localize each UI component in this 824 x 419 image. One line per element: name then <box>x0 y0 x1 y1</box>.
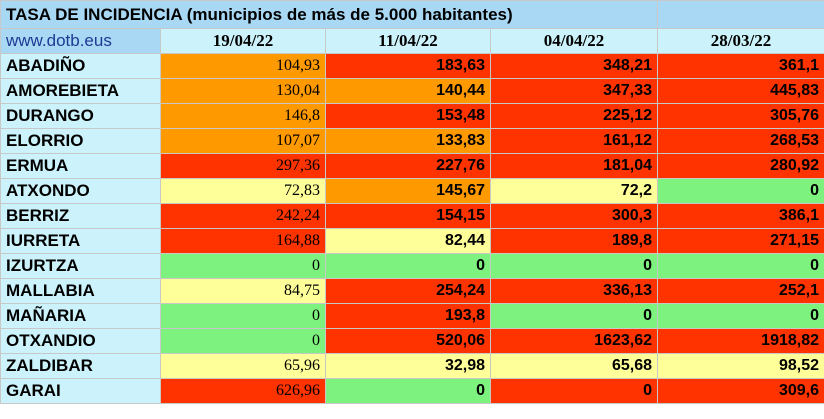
municipality-name: MALLABIA <box>0 278 161 304</box>
municipality-name: DURANGO <box>0 103 161 129</box>
incidence-value: 280,92 <box>657 153 824 179</box>
table-row: ABADIÑO 104,93 183,63 348,21 361,1 <box>0 53 824 79</box>
incidence-value: 348,21 <box>489 53 659 79</box>
incidence-value: 0 <box>489 303 659 329</box>
incidence-value: 181,04 <box>489 153 659 179</box>
municipality-name: BERRIZ <box>0 203 161 229</box>
incidence-value: 626,96 <box>160 378 326 404</box>
incidence-value: 0 <box>657 303 824 329</box>
table-row: IZURTZA 0 0 0 0 <box>0 253 824 279</box>
incidence-value: 300,3 <box>489 203 659 229</box>
municipality-name: AMOREBIETA <box>0 78 161 104</box>
incidence-value: 0 <box>160 253 326 279</box>
incidence-value: 65,96 <box>160 353 326 379</box>
incidence-value: 72,2 <box>489 178 659 204</box>
incidence-value: 193,8 <box>325 303 491 329</box>
incidence-value: 336,13 <box>489 278 659 304</box>
incidence-value: 164,88 <box>160 228 326 254</box>
table-row: DURANGO 146,8 153,48 225,12 305,76 <box>0 103 824 129</box>
municipality-name: IURRETA <box>0 228 161 254</box>
incidence-value: 32,98 <box>325 353 491 379</box>
title-row: TASA DE INCIDENCIA (municipios de más de… <box>0 0 824 29</box>
table-row: ELORRIO 107,07 133,83 161,12 268,53 <box>0 128 824 154</box>
incidence-value: 386,1 <box>657 203 824 229</box>
incidence-value: 225,12 <box>489 103 659 129</box>
municipality-name: GARAI <box>0 378 161 404</box>
incidence-value: 254,24 <box>325 278 491 304</box>
incidence-value: 0 <box>657 178 824 204</box>
municipality-name: ZALDIBAR <box>0 353 161 379</box>
header-row: www.dotb.eus 19/04/22 11/04/22 04/04/22 … <box>0 28 824 54</box>
incidence-value: 189,8 <box>489 228 659 254</box>
incidence-value: 1918,82 <box>657 328 824 354</box>
incidence-value: 242,24 <box>160 203 326 229</box>
table-row: ZALDIBAR 65,96 32,98 65,68 98,52 <box>0 353 824 379</box>
incidence-value: 161,12 <box>489 128 659 154</box>
column-header: 04/04/22 <box>489 28 659 54</box>
municipality-name: IZURTZA <box>0 253 161 279</box>
incidence-value: 305,76 <box>657 103 824 129</box>
municipality-name: ABADIÑO <box>0 53 161 79</box>
municipality-name: OTXANDIO <box>0 328 161 354</box>
incidence-value: 0 <box>160 328 326 354</box>
incidence-value: 0 <box>489 253 659 279</box>
incidence-value: 268,53 <box>657 128 824 154</box>
municipality-name: MAÑARIA <box>0 303 161 329</box>
incidence-value: 0 <box>489 378 659 404</box>
incidence-value: 153,48 <box>325 103 491 129</box>
municipality-name: ELORRIO <box>0 128 161 154</box>
incidence-value: 297,36 <box>160 153 326 179</box>
incidence-value: 271,15 <box>657 228 824 254</box>
title-blank-cell <box>657 0 824 29</box>
table-row: IURRETA 164,88 82,44 189,8 271,15 <box>0 228 824 254</box>
incidence-value: 309,6 <box>657 378 824 404</box>
table-row: BERRIZ 242,24 154,15 300,3 386,1 <box>0 203 824 229</box>
table-row: OTXANDIO 0 520,06 1623,62 1918,82 <box>0 328 824 354</box>
incidence-value: 104,93 <box>160 53 326 79</box>
incidence-value: 154,15 <box>325 203 491 229</box>
table-row: MALLABIA 84,75 254,24 336,13 252,1 <box>0 278 824 304</box>
column-header: 19/04/22 <box>160 28 326 54</box>
incidence-value: 133,83 <box>325 128 491 154</box>
incidence-value: 65,68 <box>489 353 659 379</box>
incidence-value: 107,07 <box>160 128 326 154</box>
table-row: GARAI 626,96 0 0 309,6 <box>0 378 824 404</box>
table-row: ATXONDO 72,83 145,67 72,2 0 <box>0 178 824 204</box>
incidence-value: 0 <box>325 378 491 404</box>
incidence-value: 145,67 <box>325 178 491 204</box>
municipality-name: ERMUA <box>0 153 161 179</box>
website-link[interactable]: www.dotb.eus <box>0 28 161 54</box>
incidence-value: 361,1 <box>657 53 824 79</box>
incidence-value: 146,8 <box>160 103 326 129</box>
incidence-value: 72,83 <box>160 178 326 204</box>
incidence-value: 227,76 <box>325 153 491 179</box>
table-row: ERMUA 297,36 227,76 181,04 280,92 <box>0 153 824 179</box>
incidence-value: 0 <box>657 253 824 279</box>
incidence-value: 0 <box>160 303 326 329</box>
municipality-name: ATXONDO <box>0 178 161 204</box>
incidence-value: 82,44 <box>325 228 491 254</box>
incidence-value: 1623,62 <box>489 328 659 354</box>
incidence-value: 347,33 <box>489 78 659 104</box>
column-header: 11/04/22 <box>325 28 491 54</box>
incidence-value: 84,75 <box>160 278 326 304</box>
table-row: AMOREBIETA 130,04 140,44 347,33 445,83 <box>0 78 824 104</box>
incidence-value: 140,44 <box>325 78 491 104</box>
incidence-table: TASA DE INCIDENCIA (municipios de más de… <box>0 0 824 404</box>
incidence-value: 252,1 <box>657 278 824 304</box>
table-row: MAÑARIA 0 193,8 0 0 <box>0 303 824 329</box>
incidence-value: 183,63 <box>325 53 491 79</box>
incidence-value: 0 <box>325 253 491 279</box>
incidence-value: 520,06 <box>325 328 491 354</box>
column-header: 28/03/22 <box>657 28 824 54</box>
incidence-value: 130,04 <box>160 78 326 104</box>
incidence-value: 445,83 <box>657 78 824 104</box>
table-title: TASA DE INCIDENCIA (municipios de más de… <box>0 0 659 29</box>
incidence-value: 98,52 <box>657 353 824 379</box>
